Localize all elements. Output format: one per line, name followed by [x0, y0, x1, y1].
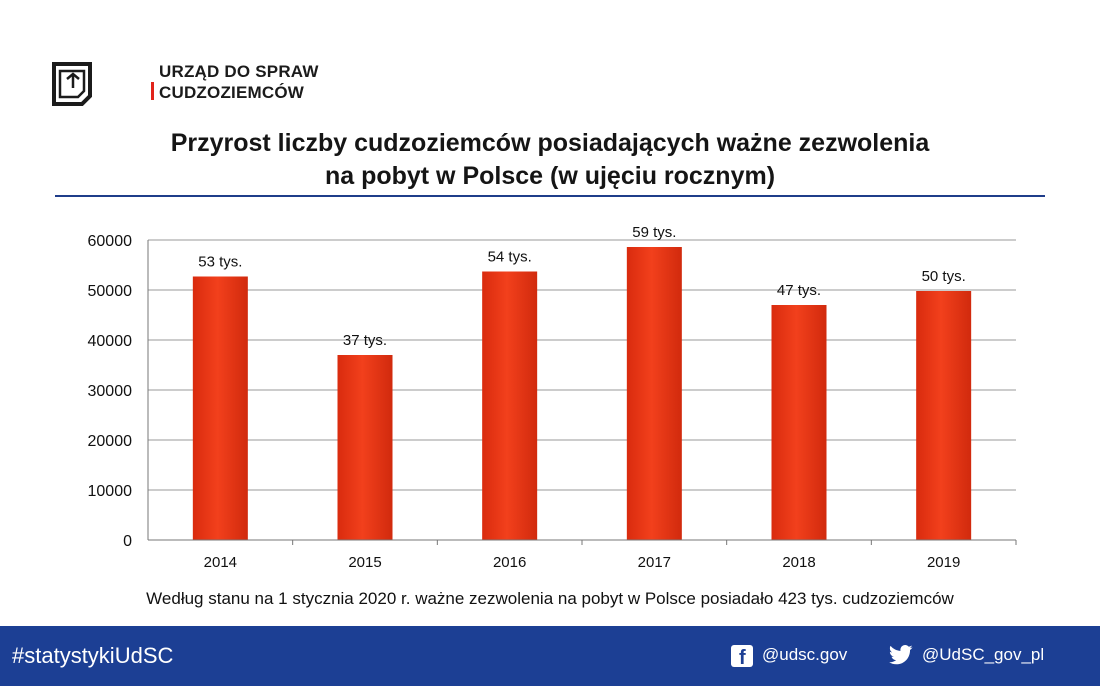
data-label: 50 tys.	[922, 268, 966, 285]
udsc-logo: URZĄD DO SPRAW CUDZOZIEMCÓW	[48, 58, 318, 112]
bar-2018	[771, 305, 827, 540]
data-label: 54 tys.	[488, 249, 532, 266]
bar-2014	[192, 276, 248, 540]
footer-bar: #statystykiUdSC f @udsc.gov @UdSC_gov_pl	[0, 626, 1100, 686]
gridlines	[148, 239, 1016, 491]
facebook-icon[interactable]: f	[731, 645, 753, 669]
bar-2017	[626, 247, 682, 540]
y-tick-label: 0	[123, 533, 132, 550]
y-tick-label: 30000	[88, 383, 133, 400]
logo-accent-bar	[151, 82, 154, 100]
y-tick-label: 10000	[88, 483, 133, 500]
chart-title-line-1: Przyrost liczby cudzoziemców posiadający…	[170, 129, 930, 157]
twitter-icon[interactable]	[889, 644, 913, 666]
x-tick-label: 2016	[493, 554, 526, 571]
udsc-logo-icon	[52, 62, 92, 106]
axes: 0 10000 20000 30000 40000 50000 60000 2014 2015 2…	[88, 233, 1017, 571]
data-label: 47 tys.	[777, 282, 821, 299]
y-tick-label: 50000	[88, 283, 133, 300]
y-tick-label: 60000	[88, 233, 133, 250]
x-tick-label: 2014	[204, 554, 237, 571]
bar-2016	[482, 271, 538, 540]
footnote: Według stanu na 1 stycznia 2020 r. ważne…	[146, 589, 954, 608]
data-label: 37 tys.	[343, 332, 387, 349]
x-tick-label: 2018	[782, 554, 815, 571]
bar-2015	[337, 355, 393, 540]
y-tick-label: 20000	[88, 433, 133, 450]
bars: 53 tys. 37 tys. 54 tys. 59 tys. 47 tys. 50 ty…	[192, 224, 972, 540]
title-divider	[55, 195, 1045, 197]
twitter-handle[interactable]: @UdSC_gov_pl	[922, 645, 1045, 664]
bar-chart: 53 tys. 37 tys. 54 tys. 59 tys. 47 tys. 50 ty…	[88, 224, 1017, 571]
facebook-handle[interactable]: @udsc.gov	[762, 645, 848, 664]
y-tick-label: 40000	[88, 333, 133, 350]
hashtag-link[interactable]: #statystykiUdSC	[12, 643, 174, 668]
data-label: 59 tys.	[632, 224, 676, 241]
x-tick-label: 2017	[638, 554, 671, 571]
x-tick-label: 2015	[348, 554, 381, 571]
x-tick-label: 2019	[927, 554, 960, 571]
chart-title-line-2: na pobyt w Polsce (w ujęciu rocznym)	[324, 162, 776, 190]
logo-line-2: CUDZOZIEMCÓW	[159, 83, 304, 102]
data-label: 53 tys.	[198, 254, 242, 271]
logo-line-1: URZĄD DO SPRAW	[159, 62, 319, 81]
bar-2019	[916, 291, 972, 540]
